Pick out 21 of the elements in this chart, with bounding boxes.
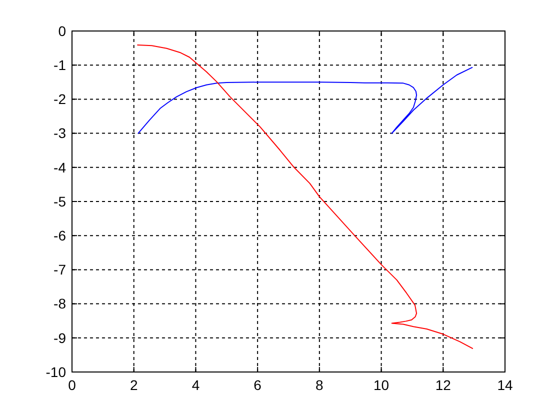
x-tick-label: 14 — [497, 377, 513, 393]
x-tick-label: 0 — [68, 377, 76, 393]
y-tick-label: -10 — [46, 364, 66, 380]
x-tick-label: 6 — [254, 377, 262, 393]
line-series — [137, 44, 474, 349]
x-tick-label: 8 — [316, 377, 324, 393]
y-tick-label: -6 — [54, 228, 66, 244]
y-tick-label: -9 — [54, 330, 66, 346]
y-tick-label: -1 — [54, 57, 66, 73]
x-tick-label: 4 — [192, 377, 200, 393]
line-series — [138, 66, 473, 134]
y-tick-label: -4 — [54, 159, 66, 176]
x-tick-label: 10 — [373, 377, 390, 393]
y-tick-label: 0 — [58, 22, 66, 39]
y-tick-label: -5 — [54, 193, 66, 210]
x-tick-label: 2 — [130, 377, 138, 393]
y-tick-label: -8 — [54, 296, 66, 312]
x-tick-label: 12 — [435, 377, 452, 393]
y-tick-label: -2 — [54, 91, 66, 108]
y-tick-label: -3 — [54, 125, 66, 142]
y-tick-label: -7 — [54, 262, 66, 278]
